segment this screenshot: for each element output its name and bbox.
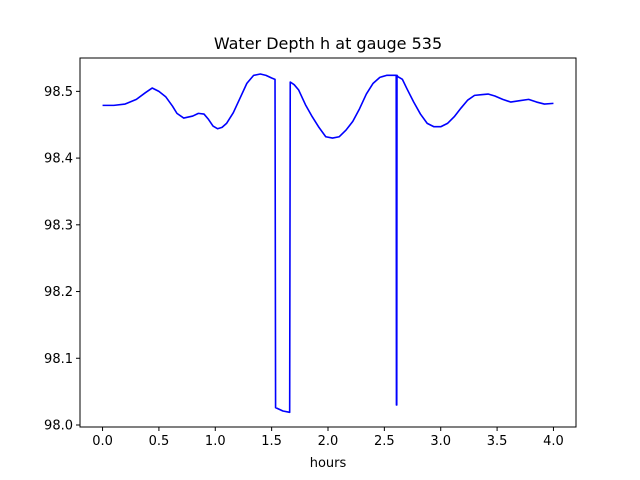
x-tick-label: 0.5 xyxy=(149,434,170,449)
y-tick-label: 98.4 xyxy=(44,152,73,167)
series-line-0 xyxy=(102,73,554,414)
y-tick-label: 98.0 xyxy=(44,418,73,433)
x-tick-label: 0.0 xyxy=(92,434,113,449)
x-tick-label: 3.0 xyxy=(430,434,451,449)
x-axis-label: hours xyxy=(310,456,347,471)
y-tick-label: 98.2 xyxy=(44,285,73,300)
x-axis: 0.0 0.5 1.0 1.5 2.0 2.5 3.0 3.5 4.0 xyxy=(92,427,564,449)
x-tick-label: 2.0 xyxy=(318,434,339,449)
x-tick-label: 2.5 xyxy=(374,434,395,449)
y-tick-label: 98.1 xyxy=(44,352,73,367)
plot-area xyxy=(102,73,554,414)
x-tick-label: 1.5 xyxy=(261,434,282,449)
y-tick-label: 98.5 xyxy=(44,85,73,100)
y-axis: 98.0 98.1 98.2 98.3 98.4 98.5 xyxy=(44,85,80,433)
chart-title: Water Depth h at gauge 535 xyxy=(214,34,442,53)
x-tick-label: 3.5 xyxy=(487,434,508,449)
x-tick-label: 1.0 xyxy=(205,434,226,449)
x-tick-label: 4.0 xyxy=(543,434,564,449)
y-tick-label: 98.3 xyxy=(44,218,73,233)
